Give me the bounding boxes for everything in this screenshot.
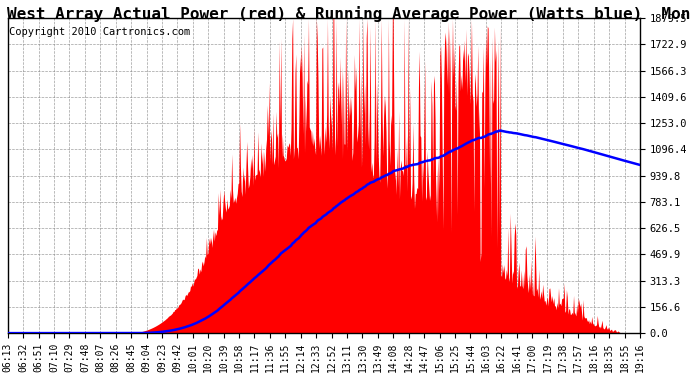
Text: Copyright 2010 Cartronics.com: Copyright 2010 Cartronics.com xyxy=(9,27,190,38)
Text: West Array Actual Power (red) & Running Average Power (Watts blue)  Mon May 3 19: West Array Actual Power (red) & Running … xyxy=(7,6,690,22)
